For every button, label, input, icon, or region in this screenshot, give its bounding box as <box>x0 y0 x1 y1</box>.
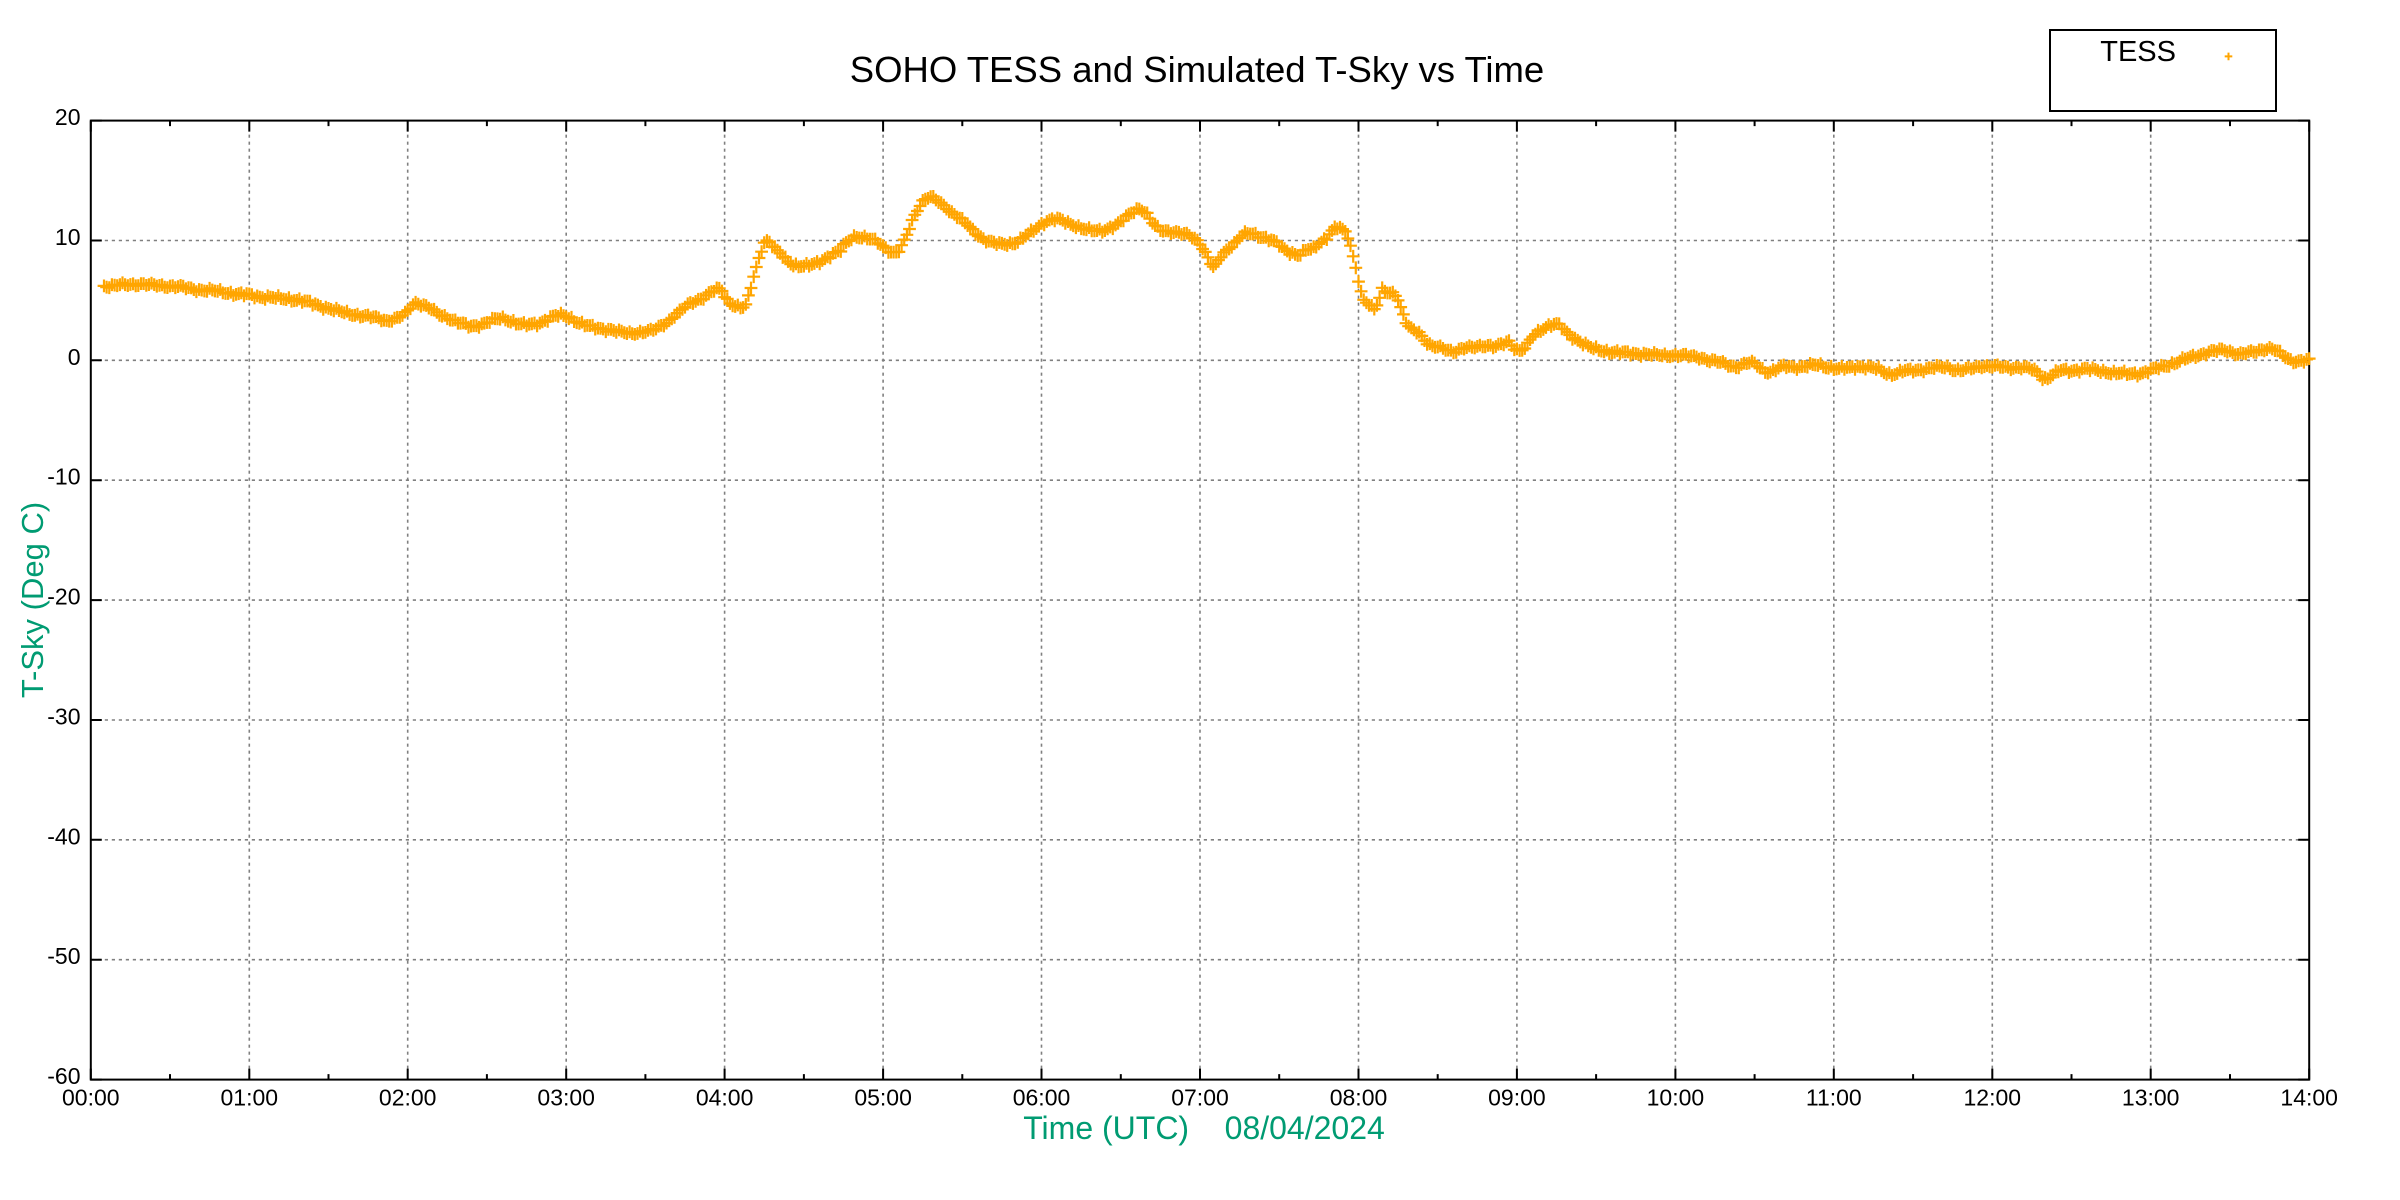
svg-text:-30: -30 <box>47 704 80 730</box>
svg-text:Time (UTC) 08/04/2024: Time (UTC) 08/04/2024 <box>1023 1110 1385 1146</box>
svg-text:-20: -20 <box>47 584 80 610</box>
svg-text:-50: -50 <box>47 943 80 969</box>
svg-text:TESS: TESS <box>2100 36 2176 68</box>
svg-text:10:00: 10:00 <box>1647 1085 1705 1111</box>
svg-text:12:00: 12:00 <box>1964 1085 2022 1111</box>
svg-text:04:00: 04:00 <box>696 1085 754 1111</box>
svg-text:10: 10 <box>55 224 81 250</box>
svg-text:08:00: 08:00 <box>1330 1085 1388 1111</box>
svg-text:02:00: 02:00 <box>379 1085 437 1111</box>
svg-text:00:00: 00:00 <box>62 1085 120 1111</box>
svg-text:T-Sky (Deg C): T-Sky (Deg C) <box>15 502 50 698</box>
svg-text:14:00: 14:00 <box>2280 1085 2338 1111</box>
svg-text:06:00: 06:00 <box>1013 1085 1071 1111</box>
svg-text:20: 20 <box>55 104 81 130</box>
svg-text:-40: -40 <box>47 823 80 849</box>
svg-text:03:00: 03:00 <box>537 1085 595 1111</box>
svg-text:07:00: 07:00 <box>1171 1085 1229 1111</box>
svg-text:05:00: 05:00 <box>854 1085 912 1111</box>
svg-text:SOHO TESS and Simulated T-Sky: SOHO TESS and Simulated T-Sky vs Time <box>850 49 1544 90</box>
svg-text:-60: -60 <box>47 1063 80 1089</box>
svg-text:0: 0 <box>68 344 81 370</box>
svg-text:09:00: 09:00 <box>1488 1085 1546 1111</box>
svg-text:11:00: 11:00 <box>1806 1085 1862 1111</box>
svg-text:-10: -10 <box>47 464 80 490</box>
svg-text:13:00: 13:00 <box>2122 1085 2180 1111</box>
svg-text:01:00: 01:00 <box>221 1085 279 1111</box>
